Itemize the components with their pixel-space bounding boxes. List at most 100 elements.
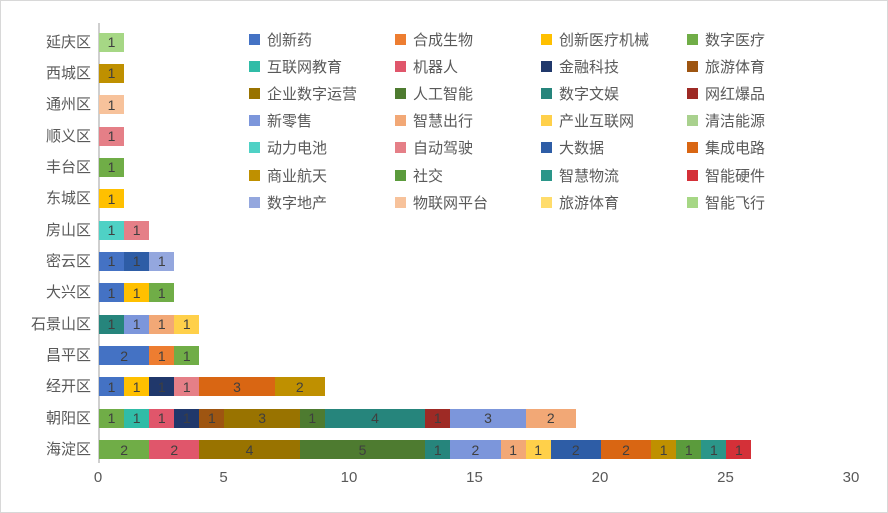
segment-value-label: 1 [433,441,442,458]
bar-segment: 1 [124,220,150,240]
legend-label: 旅游体育 [705,58,766,76]
bar-segment: 1 [99,377,125,397]
bar-segment: 1 [425,440,451,460]
legend-item: 集成电路 [687,138,765,158]
segment-value-label: 1 [182,316,191,333]
bar-segment: 2 [450,440,501,460]
segment-value-label: 4 [245,441,254,458]
legend-item: 产业互联网 [541,111,634,131]
bar-segment: 1 [525,440,551,460]
y-axis-label: 房山区 [45,221,91,239]
bar-segment: 1 [124,314,150,334]
legend-swatch-icon [249,87,260,99]
legend-label: 合成生物 [413,31,474,49]
segment-value-label: 1 [182,347,191,364]
legend-swatch-icon [249,169,260,181]
bar-segment: 1 [99,283,125,303]
legend-item: 合成生物 [395,29,473,49]
legend-swatch-icon [541,115,552,127]
legend-item: 旅游体育 [541,192,619,212]
legend-item: 旅游体育 [687,56,765,76]
bar-segment: 1 [199,408,225,428]
legend-label: 自动驾驶 [413,140,474,158]
legend-item: 智慧物流 [541,165,619,185]
segment-value-label: 1 [132,284,141,301]
bar-segment: 2 [600,440,652,460]
bar-segment: 2 [149,440,200,460]
legend-item: 物联网平台 [395,192,488,212]
legend-label: 集成电路 [705,140,766,158]
segment-value-label: 2 [546,410,555,427]
legend-item: 数字地产 [249,192,327,212]
segment-value-label: 1 [132,253,141,270]
segment-value-label: 1 [157,378,166,395]
bar-segment: 1 [149,377,175,397]
legend-swatch-icon [687,169,698,181]
segment-value-label: 1 [132,378,141,395]
segment-value-label: 3 [233,378,241,395]
bar-segment: 1 [726,440,752,460]
y-axis-label: 经开区 [45,378,91,396]
legend-swatch-icon [395,33,406,45]
segment-value-label: 1 [107,65,116,82]
segment-value-label: 1 [107,316,116,333]
bar-segment: 1 [149,251,175,271]
legend-label: 物联网平台 [413,194,489,212]
y-axis-label: 东城区 [45,190,91,208]
legend-item: 自动驾驶 [395,138,473,158]
legend-item: 智慧出行 [395,111,473,131]
legend-item: 企业数字运营 [249,83,357,103]
segment-value-label: 1 [132,410,141,427]
y-axis-label: 朝阳区 [45,409,91,427]
y-axis-label: 昌平区 [45,347,91,364]
segment-value-label: 1 [107,34,116,50]
legend-swatch-icon [687,142,698,154]
bar-segment: 5 [299,440,426,460]
bar-segment: 1 [299,408,325,428]
bar-segment: 1 [124,377,150,397]
segment-value-label: 4 [371,410,379,427]
legend-item: 金融科技 [541,56,619,76]
bar-segment: 1 [99,63,125,83]
legend-item: 智能硬件 [687,165,765,185]
legend-item: 网红爆品 [687,83,765,103]
bar-segment: 1 [149,408,175,428]
x-axis-tick-label: 25 [717,469,734,486]
bar-segment: 1 [425,408,451,428]
bar-row: 1 [99,189,125,209]
legend-swatch-icon [687,115,698,127]
x-axis-tick-label: 20 [591,469,609,486]
legend-item: 清洁能源 [687,111,765,131]
segment-value-label: 1 [157,284,166,301]
segment-value-label: 1 [182,378,191,395]
legend-label: 网红爆品 [705,85,766,103]
bar-segment: 1 [174,346,200,365]
y-axis-label: 海淀区 [45,441,91,459]
legend-swatch-icon [541,60,552,72]
legend-item: 大数据 [541,138,604,158]
segment-value-label: 1 [659,441,668,458]
legend-swatch-icon [541,33,552,45]
bar-segment: 1 [500,440,526,460]
bar-segment: 1 [651,440,677,460]
x-axis-tick-label: 5 [219,469,228,486]
legend-label: 智能硬件 [705,167,766,185]
bar-segment: 1 [99,32,125,52]
bar-segment: 2 [525,408,576,428]
legend-swatch-icon [249,196,260,208]
segment-value-label: 1 [107,128,116,145]
legend-swatch-icon [395,87,406,99]
legend-swatch-icon [395,142,406,154]
bar-segment: 2 [99,440,150,460]
bar-segment: 1 [99,408,125,428]
legend-label: 社交 [413,167,444,185]
y-axis-label: 西城区 [45,64,91,82]
bar-segment: 2 [274,377,325,397]
segment-value-label: 1 [157,253,166,270]
legend-item: 数字文娱 [541,83,619,103]
segment-value-label: 1 [534,441,543,458]
bar-segment: 1 [149,283,175,303]
bar-segment: 1 [676,440,702,460]
